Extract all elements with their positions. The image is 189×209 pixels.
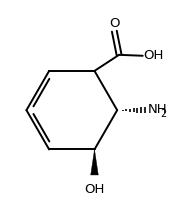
Polygon shape: [91, 149, 98, 175]
Text: O: O: [109, 17, 120, 30]
Text: OH: OH: [144, 49, 164, 62]
Text: OH: OH: [84, 183, 105, 196]
Text: 2: 2: [161, 108, 167, 119]
Text: NH: NH: [148, 103, 168, 116]
